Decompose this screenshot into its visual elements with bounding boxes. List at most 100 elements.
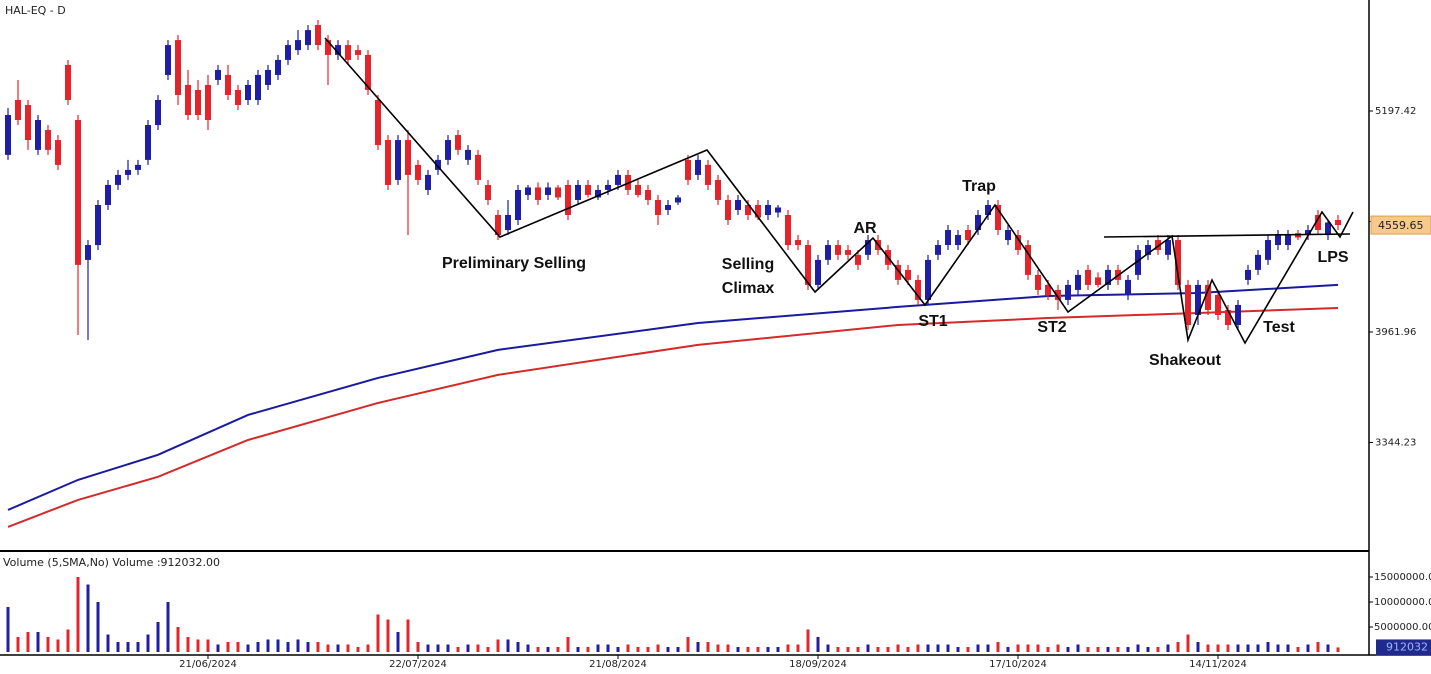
volume-bar [726, 644, 730, 652]
volume-bar [66, 629, 70, 652]
candle-body [55, 140, 61, 165]
volume-bar [56, 639, 60, 652]
candle-body [445, 140, 451, 160]
candle-body [775, 207, 781, 213]
annotation: ST1 [918, 313, 948, 330]
candle-body [405, 140, 411, 175]
candle-body [195, 89, 201, 116]
candle-body [275, 59, 281, 75]
volume-bar [376, 614, 380, 652]
volume-bar [346, 644, 350, 652]
volume-bar [1096, 647, 1100, 652]
candle-body [1075, 274, 1081, 290]
volume-bar [106, 634, 110, 652]
moving-average [7, 283, 1339, 511]
volume-bar [326, 644, 330, 652]
candle-body [525, 187, 531, 195]
candle-body [305, 30, 311, 46]
candle-body [1255, 254, 1261, 270]
candle-body [15, 99, 21, 121]
candle-body [25, 104, 31, 141]
volume-bar [566, 637, 570, 652]
candle-body [1175, 240, 1181, 285]
candle-body [345, 45, 351, 60]
candle-body [925, 259, 931, 300]
volume-bar [156, 622, 160, 652]
candle-body [935, 245, 941, 255]
volume-bar [716, 644, 720, 652]
candle-body [535, 187, 541, 200]
candle-body [1285, 235, 1291, 246]
volume-bar [826, 644, 830, 652]
volume-bar [486, 647, 490, 652]
volume-bar [126, 642, 130, 652]
volume-bar [46, 637, 50, 652]
candle-body [1235, 304, 1241, 325]
volume-bar [426, 644, 430, 652]
volume-bar [806, 629, 810, 652]
y-tick-label: 3961.96 [1375, 327, 1416, 338]
candle-body [815, 259, 821, 285]
volume-bar [1336, 647, 1340, 652]
candle-body [1315, 214, 1321, 231]
volume-bar [906, 647, 910, 652]
x-tick-label: 21/08/2024 [589, 659, 647, 670]
volume-bar [386, 619, 390, 652]
candle-body [545, 187, 551, 195]
candle-body [1015, 235, 1021, 251]
candle-body [35, 120, 41, 150]
candle-body [1105, 269, 1111, 285]
candle-body [1025, 245, 1031, 275]
volume-bar [1036, 644, 1040, 652]
volume-bar [746, 647, 750, 652]
volume-bar [436, 644, 440, 652]
volume-bar [866, 644, 870, 652]
volume-bar [736, 647, 740, 652]
x-tick-label: 21/06/2024 [179, 659, 237, 670]
candle-body [45, 130, 51, 150]
candle-body [1305, 230, 1311, 236]
volume-bar [996, 642, 1000, 652]
volume-bar [536, 647, 540, 652]
volume-bar [146, 634, 150, 652]
volume-bar [1276, 644, 1280, 652]
candle-body [985, 204, 991, 215]
candle-body [1265, 240, 1271, 260]
volume-bar [786, 644, 790, 652]
volume-bar [1176, 642, 1180, 652]
x-tick-label: 18/09/2024 [789, 659, 847, 670]
volume-bar [1246, 644, 1250, 652]
volume-bar [576, 647, 580, 652]
volume-bar [516, 642, 520, 652]
candle-body [1275, 235, 1281, 246]
candle-body [265, 69, 271, 85]
volume-bar [1156, 647, 1160, 652]
candle-body [675, 197, 681, 203]
annotation: ST2 [1037, 319, 1067, 336]
candle-body [95, 204, 101, 246]
candle-body [555, 187, 561, 198]
volume-bar [836, 647, 840, 652]
candle-body [365, 54, 371, 90]
candle-body [375, 99, 381, 146]
candle-body [1055, 289, 1061, 300]
volume-bar [886, 647, 890, 652]
volume-bar [6, 607, 10, 652]
y-tick-label: 5197.42 [1375, 106, 1416, 117]
volume-bar [1196, 642, 1200, 652]
volume-bar [546, 647, 550, 652]
chart-title: HAL-EQ - D [5, 4, 66, 17]
volume-bar [986, 644, 990, 652]
volume-bar [296, 639, 300, 652]
candle-body [605, 184, 611, 190]
candle-body [165, 45, 171, 75]
volume-bar [476, 644, 480, 652]
annotation: Trap [962, 178, 996, 195]
candle-body [1005, 230, 1011, 241]
volume-bar [136, 642, 140, 652]
candle-body [395, 140, 401, 180]
candle-body [785, 214, 791, 246]
volume-bar [1266, 642, 1270, 652]
volume-bar [316, 642, 320, 652]
candle-body [1095, 277, 1101, 285]
